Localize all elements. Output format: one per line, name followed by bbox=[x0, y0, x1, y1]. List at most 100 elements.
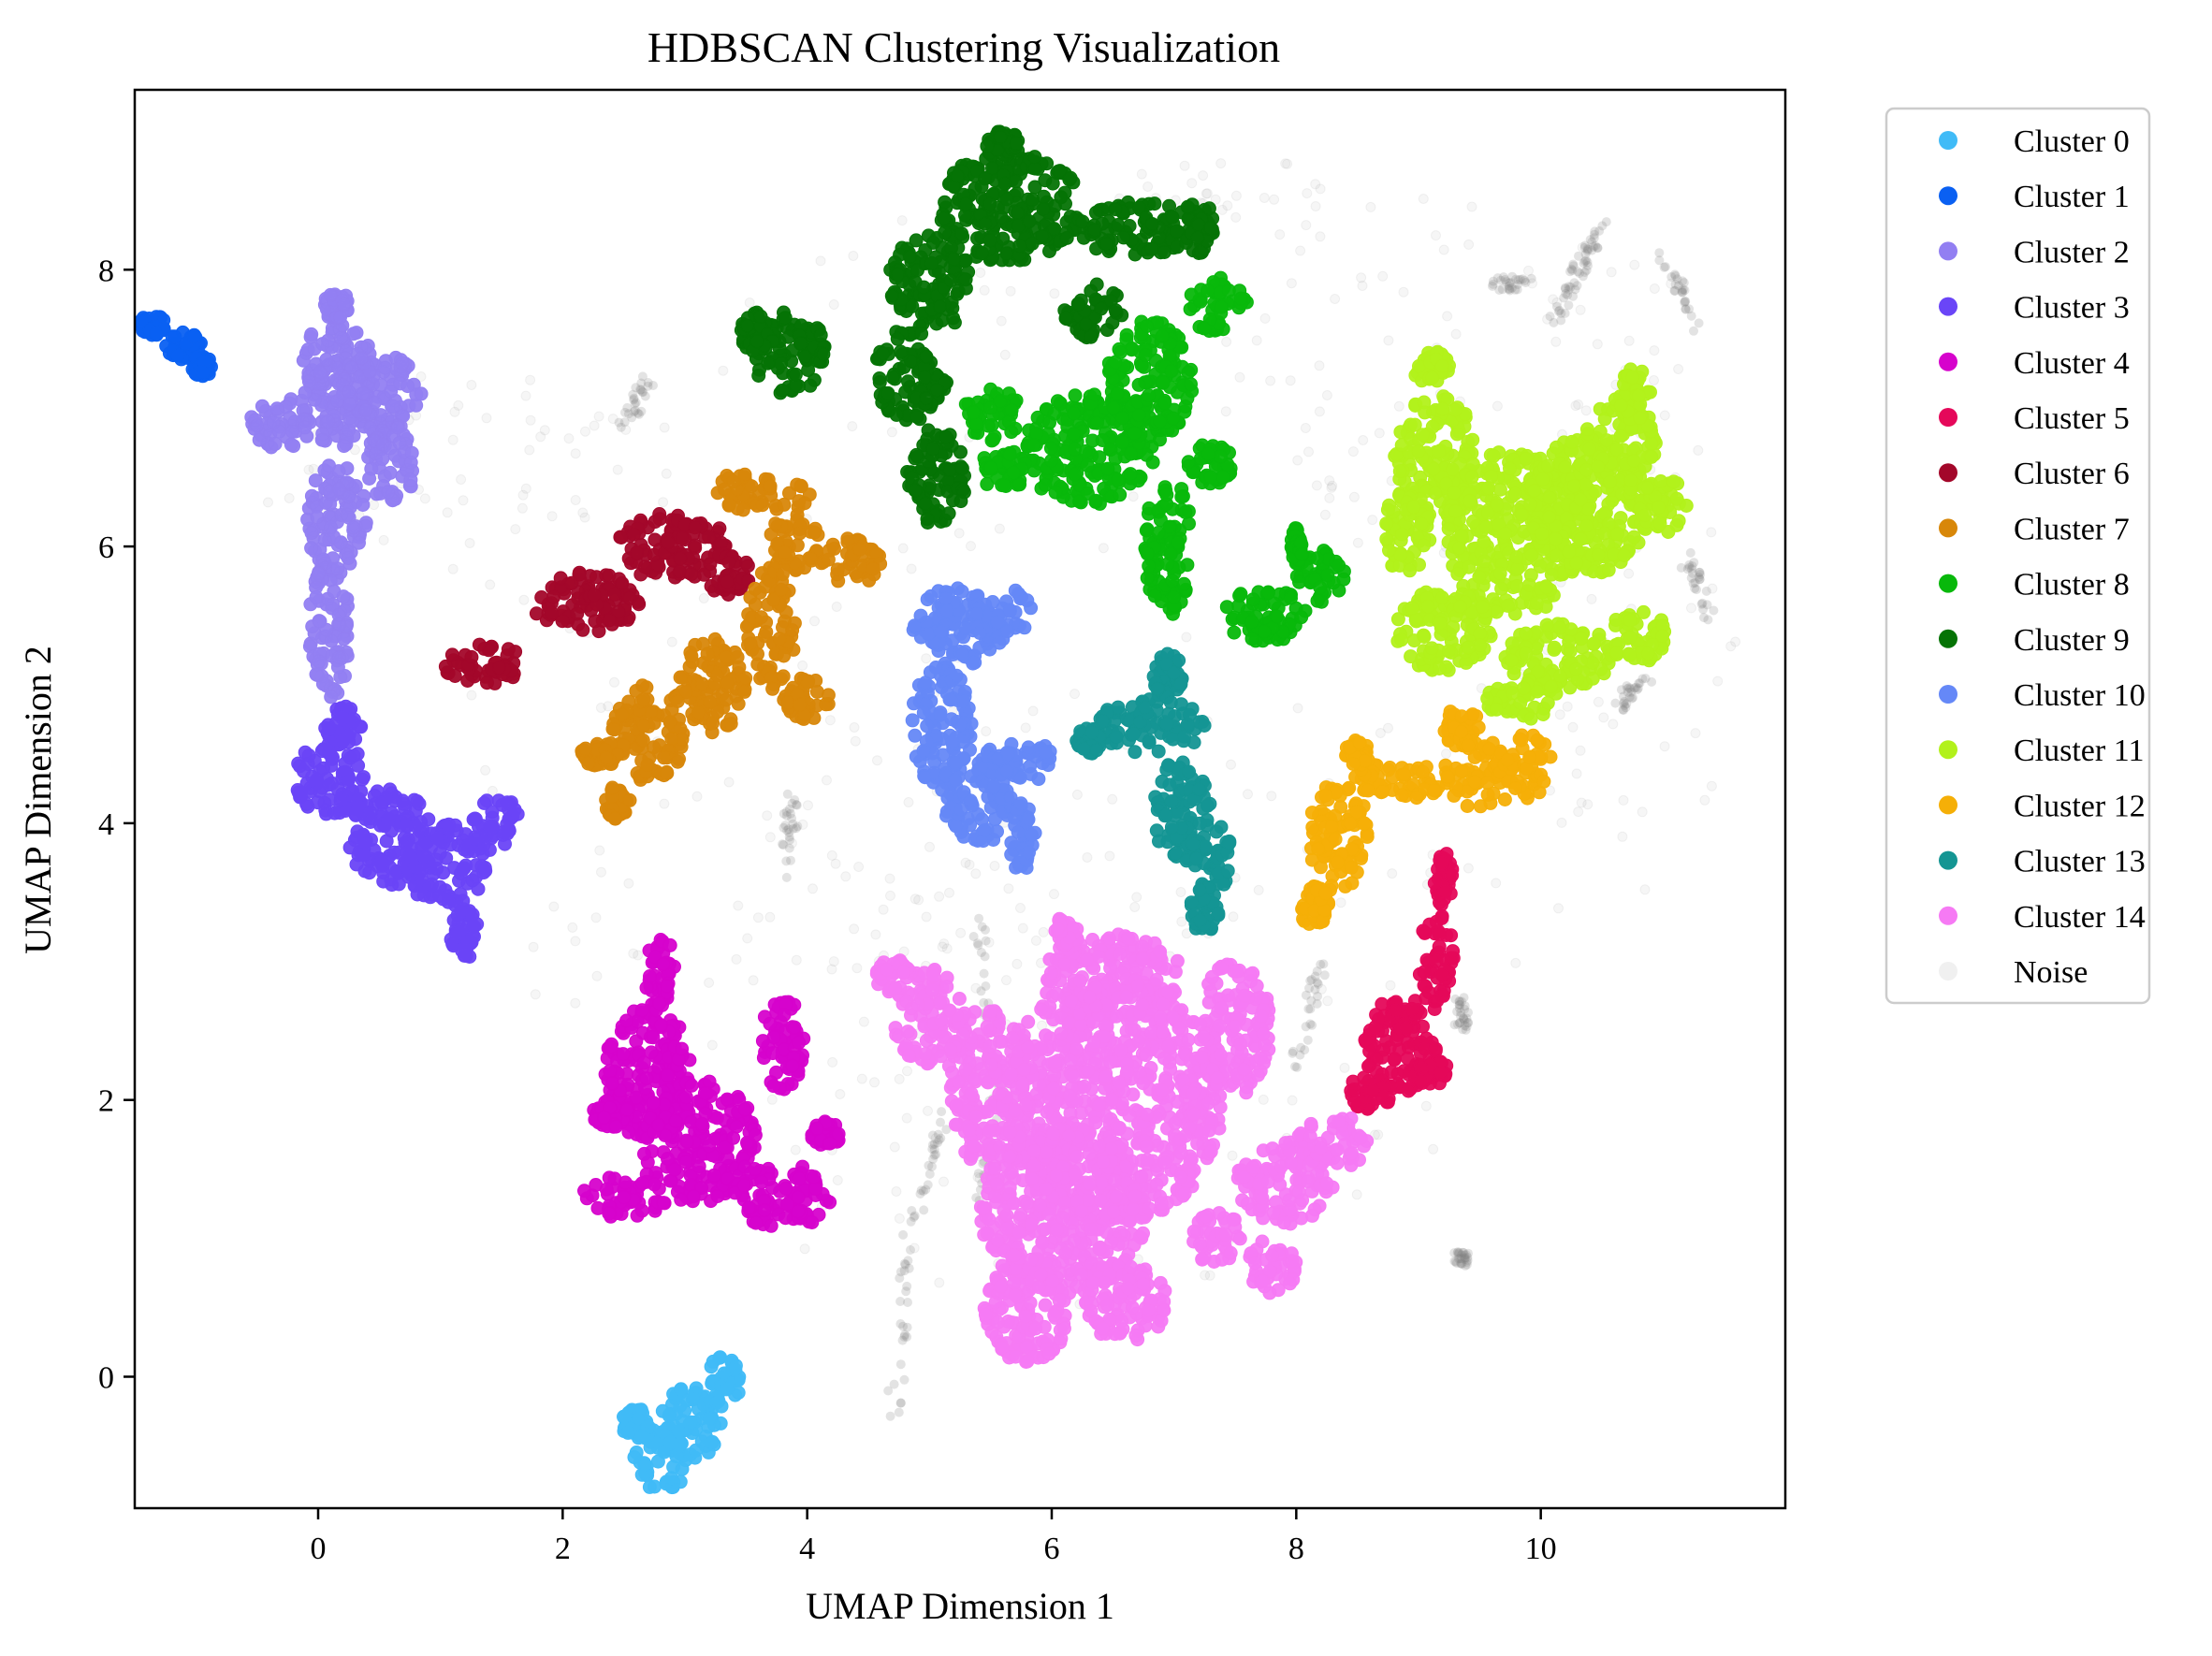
noise-point bbox=[1670, 286, 1681, 296]
noise-point bbox=[1682, 564, 1693, 574]
noise-point bbox=[929, 1139, 939, 1149]
noise-point bbox=[790, 795, 800, 805]
noise-point bbox=[979, 968, 989, 979]
noise-point bbox=[1505, 285, 1515, 296]
noise-point bbox=[1581, 265, 1592, 275]
noise-point bbox=[1556, 308, 1566, 318]
noise-point bbox=[1307, 1020, 1317, 1030]
cluster-13-region-0 bbox=[1090, 692, 1212, 760]
noise-point bbox=[1488, 276, 1498, 286]
noise-point bbox=[1463, 1018, 1473, 1028]
noise-point bbox=[1686, 573, 1696, 583]
noise-point bbox=[1462, 1013, 1472, 1024]
noise-point bbox=[1459, 1247, 1469, 1257]
noise-point bbox=[1506, 283, 1517, 293]
noise-point bbox=[1463, 1248, 1473, 1258]
legend-label: Cluster 4 bbox=[2014, 346, 2130, 381]
noise-point bbox=[780, 821, 791, 831]
cluster-7-region-6 bbox=[575, 736, 625, 773]
cluster-9-region-3 bbox=[900, 423, 971, 530]
noise-point bbox=[1624, 683, 1635, 693]
noise-point bbox=[1459, 993, 1469, 1003]
legend-marker bbox=[1939, 906, 1957, 925]
cluster-5-region-2 bbox=[1427, 847, 1460, 912]
noise-point bbox=[631, 383, 641, 393]
noise-point bbox=[929, 1144, 939, 1155]
noise-point bbox=[899, 1374, 910, 1385]
noise-point bbox=[973, 940, 983, 951]
cluster-8-region-8 bbox=[1284, 521, 1309, 571]
noise-point bbox=[1597, 221, 1608, 231]
noise-point bbox=[1565, 267, 1575, 277]
noise-point bbox=[895, 1398, 906, 1408]
noise-point bbox=[1488, 279, 1498, 289]
noise-point bbox=[1589, 233, 1599, 243]
noise-strand-7 bbox=[1488, 271, 1536, 296]
noise-point bbox=[1568, 291, 1579, 301]
noise-point bbox=[1593, 243, 1603, 254]
noise-point bbox=[1457, 996, 1467, 1007]
cluster-8-region-6 bbox=[1219, 585, 1313, 648]
noise-point bbox=[1702, 600, 1712, 610]
noise-point bbox=[1695, 567, 1704, 577]
noise-point bbox=[1578, 271, 1588, 282]
chart-title: HDBSCAN Clustering Visualization bbox=[648, 23, 1280, 71]
noise-point bbox=[787, 798, 797, 808]
noise-point bbox=[895, 1273, 905, 1284]
noise-point bbox=[1581, 255, 1591, 266]
x-axis-label: UMAP Dimension 1 bbox=[806, 1585, 1114, 1627]
noise-point bbox=[1680, 285, 1690, 296]
noise-point bbox=[1456, 1250, 1466, 1260]
legend-marker bbox=[1939, 297, 1957, 316]
noise-point bbox=[1456, 1010, 1465, 1021]
noise-point bbox=[895, 1297, 906, 1306]
noise-point bbox=[784, 832, 794, 842]
legend: Cluster 0 Cluster 1 Cluster 2 Cluster 3 Clus… bbox=[1885, 107, 2151, 1005]
noise-point bbox=[1623, 687, 1633, 697]
noise-point bbox=[899, 1266, 910, 1276]
noise-point bbox=[1319, 970, 1330, 981]
noise-point bbox=[907, 1206, 917, 1215]
noise-point bbox=[897, 1335, 908, 1345]
noise-point bbox=[1677, 287, 1687, 298]
noise-point bbox=[1305, 1019, 1316, 1029]
noise-point bbox=[1454, 1003, 1464, 1013]
noise-point bbox=[1582, 257, 1593, 268]
noise-point bbox=[1686, 311, 1696, 321]
noise-point bbox=[1565, 282, 1576, 292]
noise-point bbox=[1669, 269, 1680, 280]
legend-marker bbox=[1939, 795, 1957, 815]
noise-point bbox=[629, 395, 639, 405]
noise-point bbox=[1506, 278, 1516, 287]
noise-point bbox=[1462, 1022, 1472, 1032]
noise-point bbox=[898, 1321, 909, 1331]
cluster-5-region-4 bbox=[1407, 1053, 1454, 1091]
noise-point bbox=[1695, 570, 1705, 580]
legend-item: Cluster 5 bbox=[1939, 401, 2130, 436]
noise-point bbox=[1460, 1001, 1470, 1011]
noise-point bbox=[1666, 272, 1677, 282]
legend-item: Cluster 3 bbox=[1939, 291, 2130, 326]
noise-point bbox=[901, 1286, 911, 1297]
noise-point bbox=[927, 1140, 938, 1150]
noise-point bbox=[1292, 1062, 1302, 1072]
cluster-6-region-3 bbox=[696, 546, 756, 602]
noise-point bbox=[1669, 285, 1680, 296]
cluster-9-region-7 bbox=[734, 305, 781, 358]
noise-point bbox=[1585, 235, 1595, 245]
noise-point bbox=[1295, 1050, 1305, 1060]
cluster-12-region-0 bbox=[1304, 780, 1375, 897]
noise-point bbox=[1452, 1007, 1463, 1017]
noise-point bbox=[1632, 685, 1642, 695]
noise-point bbox=[903, 1256, 913, 1266]
noise-point bbox=[779, 822, 789, 833]
noise-point bbox=[1695, 567, 1705, 577]
noise-strand-8 bbox=[614, 371, 658, 432]
cluster-11-region-6 bbox=[1608, 604, 1672, 668]
cluster-10-region-2 bbox=[905, 660, 979, 791]
noise-point bbox=[1460, 1021, 1470, 1031]
noise-point bbox=[1513, 280, 1522, 289]
noise-point bbox=[1459, 1253, 1469, 1263]
noise-point bbox=[1458, 1013, 1468, 1024]
noise-point bbox=[1500, 275, 1510, 284]
